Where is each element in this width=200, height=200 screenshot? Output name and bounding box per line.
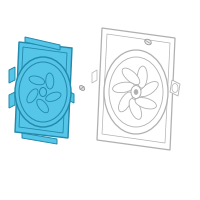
Ellipse shape [139, 82, 158, 97]
Ellipse shape [109, 57, 163, 127]
Ellipse shape [19, 62, 67, 122]
Ellipse shape [172, 84, 178, 92]
Ellipse shape [27, 89, 38, 103]
Ellipse shape [37, 99, 48, 113]
Ellipse shape [79, 86, 85, 90]
Polygon shape [15, 42, 72, 138]
Polygon shape [170, 80, 180, 96]
Ellipse shape [119, 92, 132, 112]
Polygon shape [68, 91, 74, 103]
Ellipse shape [15, 57, 71, 127]
Ellipse shape [137, 66, 147, 88]
Polygon shape [9, 67, 15, 83]
Polygon shape [25, 37, 60, 50]
Ellipse shape [135, 98, 156, 109]
Ellipse shape [129, 99, 142, 119]
Ellipse shape [113, 82, 134, 93]
Polygon shape [97, 28, 175, 150]
Ellipse shape [29, 76, 45, 85]
Ellipse shape [46, 73, 54, 89]
Ellipse shape [40, 88, 46, 97]
Ellipse shape [46, 92, 61, 101]
Polygon shape [92, 70, 97, 83]
Polygon shape [9, 92, 15, 108]
Ellipse shape [104, 50, 168, 134]
Ellipse shape [145, 39, 151, 45]
Ellipse shape [134, 90, 138, 95]
Ellipse shape [122, 68, 140, 85]
Polygon shape [22, 133, 57, 144]
Ellipse shape [131, 86, 141, 98]
